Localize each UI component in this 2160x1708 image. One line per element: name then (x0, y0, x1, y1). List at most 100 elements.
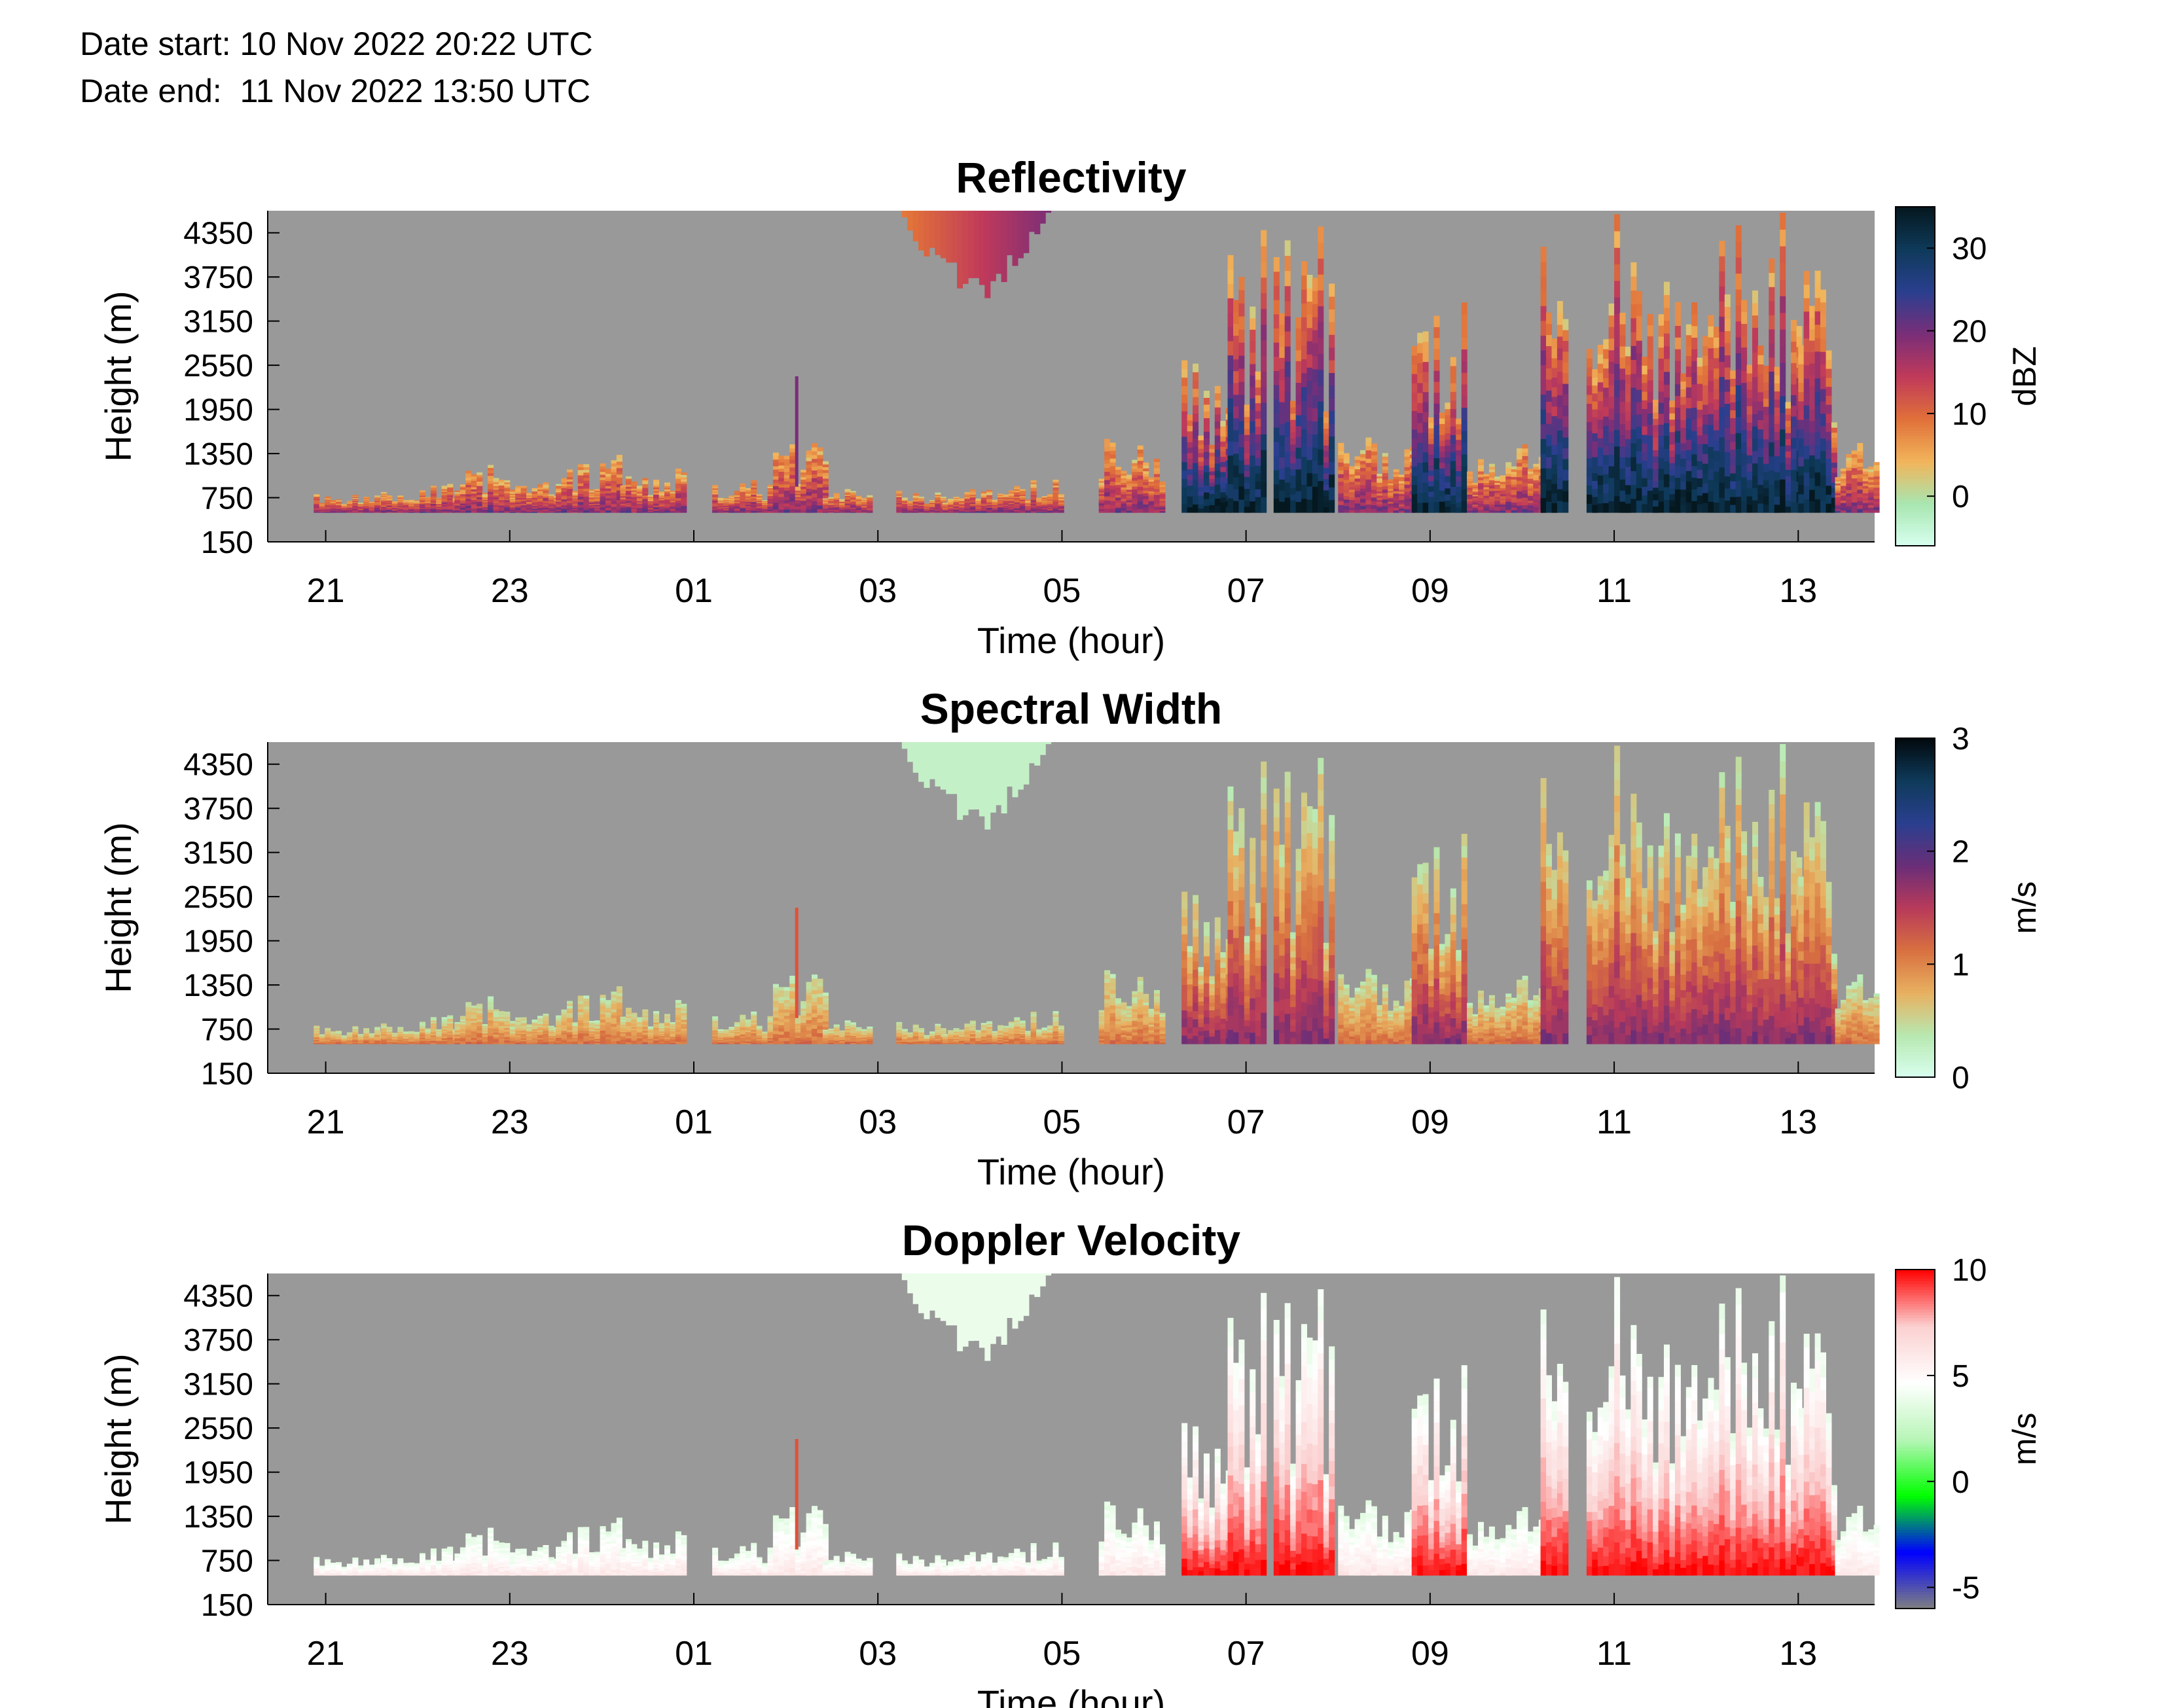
echo-cell (1614, 396, 1621, 414)
echo-cell (896, 504, 903, 506)
echo-cell (1121, 471, 1127, 474)
echo-cell (504, 508, 511, 511)
echo-cell (1279, 313, 1286, 325)
echo-cell (1450, 383, 1456, 392)
echo-cell (861, 507, 867, 508)
echo-cell (1008, 508, 1015, 510)
echo-cell (1708, 315, 1714, 327)
echo-cell (380, 510, 387, 512)
echo-cell (583, 464, 590, 467)
echo-cell (918, 511, 925, 513)
echo-cell (833, 494, 840, 496)
echo-cell (1586, 485, 1593, 495)
echo-cell (1472, 486, 1479, 488)
echo-cell (414, 501, 420, 503)
echo-cell (1132, 480, 1138, 484)
echo-cell (1148, 483, 1155, 486)
echo-cell (626, 476, 632, 479)
echo-cell (675, 495, 681, 499)
echo-cell (1025, 502, 1032, 504)
echo-cell (380, 500, 387, 502)
echo-cell (1220, 471, 1227, 478)
echo-cell (1680, 489, 1687, 497)
echo-cell (1030, 482, 1037, 484)
echo-cell (454, 504, 461, 506)
echo-cell (1724, 464, 1731, 477)
echo-cell (1724, 416, 1731, 429)
echo-cell (1619, 412, 1626, 425)
echo-cell (1868, 502, 1875, 505)
echo-cell (515, 505, 522, 507)
echo-cell (1422, 492, 1429, 503)
echo-cell (1803, 325, 1810, 339)
echo-cell (526, 498, 533, 500)
echo-cell (1691, 313, 1698, 327)
echo-cell (653, 510, 660, 513)
echo-cell (1625, 383, 1631, 393)
colorbar-segment (1896, 480, 1935, 484)
echo-cell (1562, 372, 1569, 384)
echo-cell (1636, 463, 1642, 476)
echo-cell (1780, 312, 1786, 330)
echo-cell (1388, 481, 1394, 484)
echo-cell (1680, 427, 1687, 436)
echo-cell (408, 505, 415, 507)
echo-cell (1198, 491, 1204, 496)
echo-cell (1691, 454, 1698, 467)
echo-cell (1354, 503, 1361, 507)
echo-cell (896, 501, 903, 503)
echo-cell (583, 483, 590, 486)
echo-cell (1533, 485, 1539, 489)
echo-cell (1669, 406, 1676, 414)
echo-cell (957, 211, 963, 289)
echo-cell (1273, 413, 1280, 428)
echo-cell (1769, 442, 1775, 457)
echo-cell (1826, 431, 1832, 441)
echo-cell (712, 495, 719, 498)
echo-cell (1483, 497, 1490, 501)
echo-cell (712, 510, 719, 513)
echo-cell (1774, 480, 1780, 489)
echo-cell (1411, 493, 1418, 504)
echo-cell (1540, 497, 1547, 513)
echo-cell (992, 509, 998, 511)
echo-cell (488, 488, 494, 492)
echo-cell (1220, 425, 1227, 432)
echo-cell (1371, 486, 1377, 490)
echo-cell (1697, 478, 1703, 488)
echo-cell (1467, 499, 1473, 502)
echo-cell (1691, 325, 1698, 338)
echo-cell (341, 507, 348, 508)
echo-cell (1752, 352, 1758, 365)
echo-cell (1713, 378, 1719, 389)
echo-cell (986, 505, 993, 507)
echo-cell (1121, 498, 1127, 501)
echo-cell (626, 494, 632, 497)
echo-cell (1244, 482, 1250, 489)
echo-cell (386, 499, 393, 501)
echo-cell (620, 506, 626, 508)
echo-cell (772, 452, 779, 457)
echo-cell (1279, 490, 1286, 502)
echo-cell (1820, 463, 1826, 476)
echo-cell (1647, 490, 1653, 502)
echo-cell (1058, 496, 1064, 498)
echo-cell (907, 501, 914, 503)
echo-cell (1791, 351, 1797, 363)
echo-cell (1630, 484, 1637, 499)
echo-cell (1752, 463, 1758, 476)
echo-cell (1597, 493, 1604, 504)
echo-cell (620, 509, 626, 512)
echo-cell (631, 497, 638, 499)
echo-cell (561, 493, 567, 496)
echo-cell (806, 505, 812, 510)
echo-cell (631, 486, 638, 489)
echo-cell (1104, 471, 1111, 476)
echo-cell (772, 492, 779, 497)
echo-cell (789, 455, 796, 460)
echo-cell (583, 477, 590, 481)
echo-cell (1354, 456, 1361, 460)
echo-cell (1422, 421, 1429, 433)
echo-cell (1301, 372, 1307, 387)
echo-cell (822, 492, 829, 496)
